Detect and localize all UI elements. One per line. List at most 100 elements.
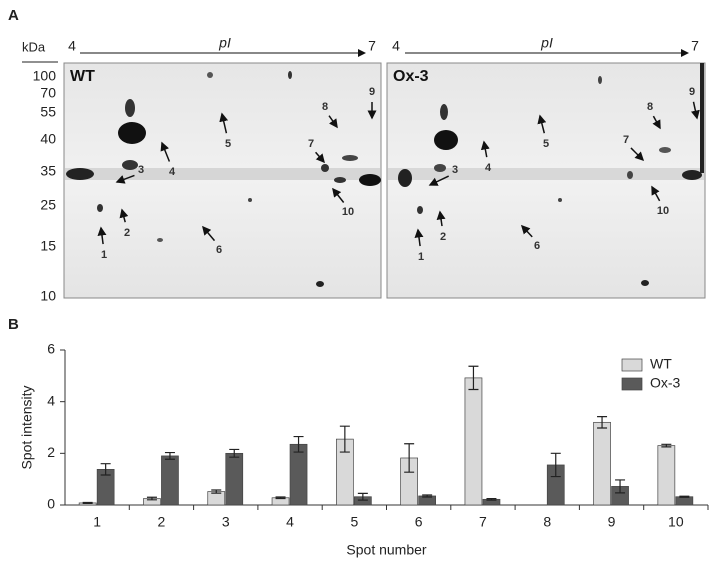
spot-label: 7 <box>308 138 314 150</box>
spot-label: 8 <box>647 101 653 113</box>
error-bar <box>679 495 690 498</box>
error-bar <box>146 496 157 501</box>
error-bar <box>615 479 626 494</box>
ph-axis: pI <box>218 35 231 51</box>
bar <box>675 496 694 506</box>
mw-label: 70 <box>40 85 56 101</box>
spot-arrow <box>202 225 216 242</box>
bar <box>225 452 244 506</box>
bar <box>593 421 611 506</box>
spot-label: 4 <box>485 162 492 174</box>
legend-swatch <box>621 358 643 372</box>
panel-label: A <box>8 7 19 24</box>
spot-arrow <box>537 114 547 134</box>
y-tick-label: 6 <box>47 341 55 357</box>
spot-arrow <box>414 228 424 247</box>
error-bar <box>100 463 111 476</box>
spot-arrow <box>630 147 645 162</box>
gel-image <box>386 62 706 299</box>
x-axis-label: Spot number <box>346 542 426 558</box>
error-bar <box>82 501 93 505</box>
spot-label: 1 <box>418 251 424 263</box>
bar <box>657 445 676 506</box>
x-tick-label: 9 <box>608 514 616 530</box>
error-bar <box>293 435 304 453</box>
mw-label: 10 <box>40 288 56 304</box>
mw-unit: kDa <box>22 39 46 54</box>
bar <box>289 443 308 506</box>
spot-arrow <box>332 187 345 203</box>
x-tick-label: 8 <box>543 514 551 530</box>
gel-image <box>63 62 382 299</box>
x-tick-label: 4 <box>286 514 294 530</box>
spot-label: 9 <box>369 86 375 98</box>
gel-title: WT <box>70 68 95 85</box>
x-tick-label: 10 <box>668 514 684 530</box>
y-axis-label: Spot intensity <box>19 385 35 469</box>
bar <box>464 377 483 506</box>
spot-arrow <box>160 141 171 162</box>
error-bar <box>339 425 350 453</box>
error-bar <box>597 416 608 429</box>
spot-arrow <box>115 174 135 184</box>
error-bar <box>661 443 672 448</box>
error-bar <box>404 443 415 473</box>
y-tick-label: 2 <box>47 444 55 460</box>
spot-label: 5 <box>543 138 549 150</box>
mw-label: 100 <box>33 68 57 84</box>
error-bar <box>422 494 433 498</box>
spot-arrow <box>691 101 700 120</box>
spot-arrow <box>436 210 446 227</box>
x-tick-label: 1 <box>93 514 101 530</box>
spot-label: 2 <box>440 231 446 243</box>
spot-arrow <box>97 226 107 245</box>
spot-label: 3 <box>452 164 458 176</box>
x-tick-label: 2 <box>158 514 166 530</box>
spot-label: 6 <box>216 244 222 256</box>
error-bar <box>275 496 286 500</box>
spot-label: 1 <box>101 249 107 261</box>
mw-label: 40 <box>40 131 56 147</box>
bar <box>161 455 179 506</box>
legend-swatch <box>621 377 643 391</box>
ph-start: 4 <box>392 38 400 54</box>
error-bar <box>357 492 368 501</box>
error-bar <box>229 448 240 458</box>
x-tick-label: 3 <box>222 514 230 530</box>
ph-end: 7 <box>691 38 699 54</box>
spot-label: 7 <box>623 134 629 146</box>
y-tick-label: 0 <box>47 496 55 512</box>
mw-label: 25 <box>40 197 56 213</box>
x-tick-label: 6 <box>415 514 423 530</box>
spot-label: 10 <box>342 206 354 218</box>
legend-label: WT <box>650 356 672 372</box>
error-bar <box>468 365 479 391</box>
spot-arrow <box>651 185 661 202</box>
spot-label: 3 <box>138 164 144 176</box>
legend-label: Ox-3 <box>650 375 681 391</box>
spot-label: 2 <box>124 227 130 239</box>
spot-label: 4 <box>169 166 176 178</box>
mw-label: 55 <box>40 104 56 120</box>
spot-arrow <box>119 208 129 223</box>
ph-end: 7 <box>368 38 376 54</box>
spot-arrow <box>315 151 325 164</box>
spot-arrow <box>480 140 490 158</box>
spot-arrow <box>328 115 338 129</box>
spot-arrow <box>219 112 229 134</box>
spot-label: 10 <box>657 205 669 217</box>
error-bar <box>164 451 175 460</box>
spot-arrow <box>428 175 450 186</box>
spot-arrow <box>520 224 533 238</box>
spot-label: 8 <box>322 101 328 113</box>
error-bar <box>211 489 222 494</box>
error-bar <box>486 497 497 501</box>
spot-arrow <box>652 115 661 130</box>
mw-label: 15 <box>40 238 56 254</box>
mw-label: 35 <box>40 163 56 179</box>
ph-axis: pI <box>540 35 553 51</box>
panel-label: B <box>8 316 19 333</box>
error-bar <box>550 452 561 478</box>
x-tick-label: 5 <box>350 514 358 530</box>
